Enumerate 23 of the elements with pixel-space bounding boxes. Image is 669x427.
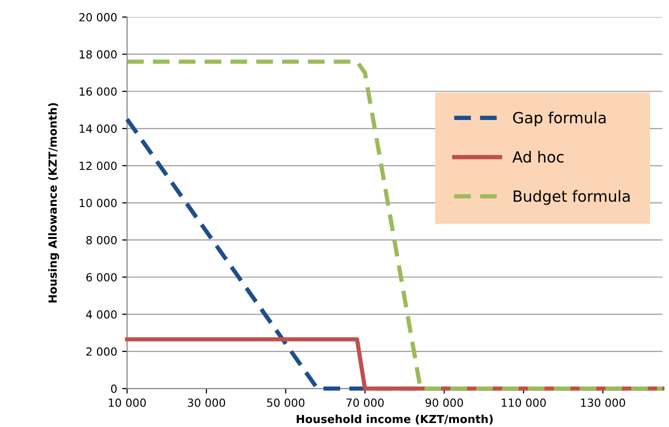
x-tick-label: 110 000: [502, 398, 546, 407]
y-tick-label: 10 000: [80, 198, 117, 208]
y-tick-label: 8 000: [86, 236, 117, 244]
y-tick-label: 20 000: [79, 13, 117, 22]
x-tick-label: 90 000: [426, 398, 463, 407]
y-tick-label: 6 000: [86, 273, 117, 282]
legend-label: Budget formula: [514, 190, 630, 205]
y-tick-label: 14 000: [80, 124, 117, 133]
x-tick-label: 130 000: [581, 398, 626, 407]
x-tick-label: 50 000: [267, 398, 304, 407]
x-tick-label: 10 000: [108, 398, 146, 407]
legend-label: Gap formula: [513, 112, 606, 126]
x-tick-label: 70 000: [346, 398, 384, 407]
y-tick-label: 4 000: [86, 310, 117, 319]
y-tick-label: 18 000: [80, 50, 117, 59]
y-tick-label: 0: [111, 384, 117, 393]
y-tick-label: 2 000: [86, 347, 117, 356]
x-axis-title: Household income (KZT/month): [296, 414, 493, 425]
y-tick-label: 16 000: [80, 87, 117, 96]
legend-label: Ad hoc: [512, 150, 564, 163]
y-tick-label: 12 000: [80, 162, 117, 170]
x-tick-label: 30 000: [188, 398, 226, 407]
y-axis-title: Housing Allowance (KZT/month): [48, 103, 60, 302]
